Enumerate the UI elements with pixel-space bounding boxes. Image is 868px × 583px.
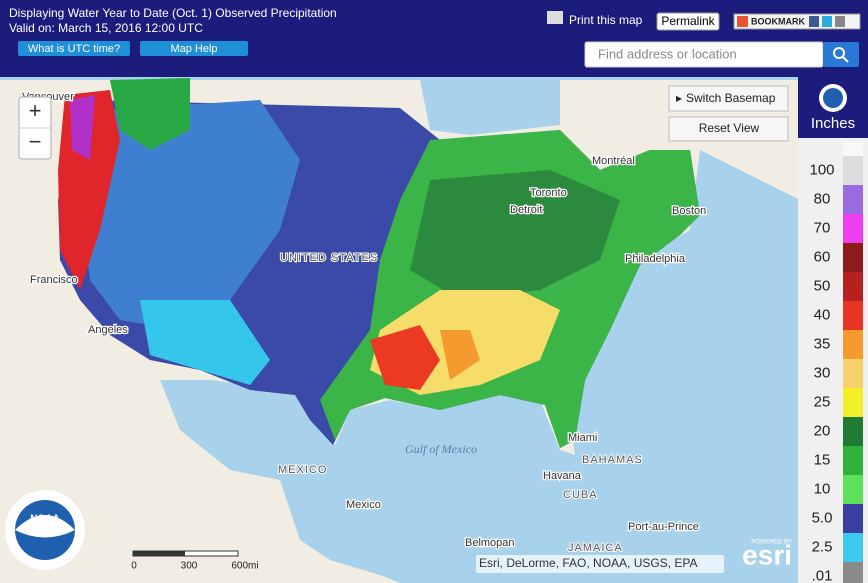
print-icon — [547, 11, 563, 24]
reset-view-label: Reset View — [699, 121, 760, 135]
scale-label: 0 — [131, 561, 137, 572]
legend-swatch — [843, 388, 863, 417]
legend-swatch — [843, 446, 863, 475]
map-label: MEXICO — [278, 464, 327, 476]
map-label: Havana — [543, 470, 582, 482]
legend-swatch — [843, 475, 863, 504]
legend-swatch — [843, 504, 863, 533]
reset-view-button[interactable] — [668, 116, 789, 142]
scale-label: 600mi — [231, 561, 258, 572]
legend-label: 2.5 — [812, 538, 833, 555]
great-lakes — [420, 78, 560, 135]
esri-logo: esri — [742, 539, 792, 570]
print-link[interactable]: Print this map — [569, 13, 643, 27]
search-placeholder: Find address or location — [598, 46, 737, 61]
legend-label: 10 — [814, 480, 831, 497]
precip-canada-west — [110, 78, 190, 150]
utc-button-label: What is UTC time? — [28, 43, 120, 55]
map-label: Belmopan — [465, 537, 515, 549]
map-label: Angeles — [88, 324, 128, 336]
legend-swatch — [843, 330, 863, 359]
switch-basemap-button[interactable] — [668, 85, 789, 112]
legend-swatch — [843, 533, 863, 562]
help-button[interactable] — [140, 41, 248, 56]
arrow-icon: ▸ — [676, 91, 682, 105]
map-label: Gulf of Mexico — [405, 442, 477, 456]
legend-label: 5.0 — [812, 509, 833, 526]
legend-label: 15 — [814, 451, 831, 468]
switch-basemap-label: Switch Basemap — [686, 91, 776, 105]
map-label: Philadelphia — [625, 253, 686, 265]
map-label: Miami — [568, 432, 597, 444]
map-label: CUBA — [563, 489, 598, 501]
legend-label: 70 — [814, 219, 831, 236]
legend-label: 60 — [814, 248, 831, 265]
legend-cap — [843, 142, 863, 156]
map-label: Toronto — [530, 187, 567, 199]
map-label: UNITED STATES — [280, 252, 378, 264]
zoom-out[interactable]: − — [29, 129, 42, 154]
legend-swatch — [843, 185, 863, 214]
legend-label: 20 — [814, 422, 831, 439]
precip-midwest — [410, 170, 620, 300]
noaa-text: NOAA — [30, 514, 59, 525]
legend-swatch — [843, 562, 863, 583]
scale-label: 300 — [181, 561, 198, 572]
precip-west-blue — [80, 100, 300, 330]
permalink-label: Permalink — [661, 14, 715, 28]
bookmark-label: BOOKMARK — [751, 16, 805, 26]
map-label: BAHAMAS — [582, 454, 643, 466]
legend-swatch — [843, 359, 863, 388]
legend-label: 40 — [814, 306, 831, 323]
legend-swatch — [843, 214, 863, 243]
map-label: Detroit — [510, 204, 542, 216]
legend-label: 35 — [814, 335, 831, 352]
legend-swatch — [843, 272, 863, 301]
legend-label: 30 — [814, 364, 831, 381]
legend-swatch — [843, 417, 863, 446]
valid-date: Valid on: March 15, 2016 12:00 UTC — [9, 21, 203, 35]
legend-swatch — [843, 301, 863, 330]
powered-by: POWERED BY — [751, 540, 792, 546]
map-label: JAMAICA — [568, 542, 623, 554]
legend-swatch — [843, 243, 863, 272]
legend-label: 50 — [814, 277, 831, 294]
precip-southwest — [140, 300, 270, 385]
map-label: Port-au-Prince — [628, 521, 699, 533]
legend-label: 25 — [814, 393, 831, 410]
search-button[interactable] — [823, 42, 859, 67]
map-label: Mexico — [346, 499, 381, 511]
utc-button[interactable] — [18, 41, 130, 56]
map-label: Francisco — [30, 274, 78, 286]
map-label: Montréal — [592, 155, 635, 167]
map-label: Boston — [672, 205, 706, 217]
precip-pacific-nw — [70, 95, 95, 160]
attribution: Esri, DeLorme, FAO, NOAA, USGS, EPA — [479, 556, 698, 570]
help-button-label: Map Help — [170, 43, 217, 55]
header-title: Displaying Water Year to Date (Oct. 1) O… — [9, 6, 337, 20]
zoom-in[interactable]: + — [29, 98, 42, 123]
legend-label: 100 — [809, 161, 834, 178]
legend-label: .01 — [812, 567, 833, 583]
precip-south-orange — [440, 330, 480, 380]
legend-label: 80 — [814, 190, 831, 207]
permalink-button[interactable] — [656, 12, 720, 31]
legend-title: Inches — [811, 115, 855, 132]
legend-swatch — [843, 156, 863, 185]
precip-south-red — [370, 325, 440, 390]
